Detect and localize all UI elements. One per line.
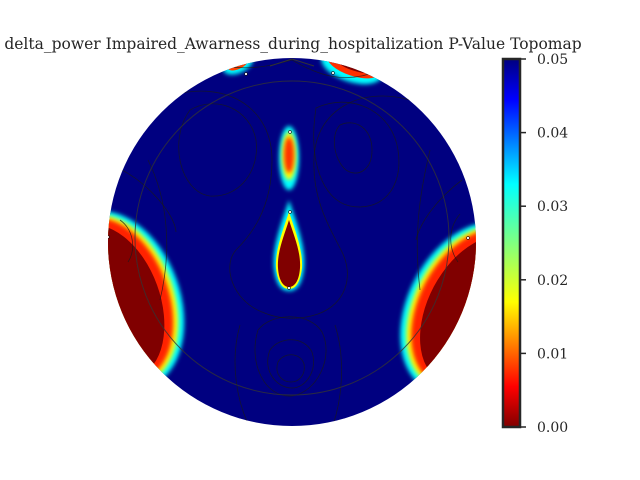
electrode-markers bbox=[108, 71, 470, 290]
reference-circle bbox=[134, 80, 450, 396]
colorbar-gradient bbox=[501, 57, 522, 429]
colorbar-tick-label: 0.03 bbox=[537, 199, 568, 215]
topomap-head bbox=[108, 58, 476, 426]
electrode-marker bbox=[287, 286, 291, 290]
chart-title: delta_power Impaired_Awarness_during_hos… bbox=[4, 35, 581, 53]
colorbar-tick-label: 0.00 bbox=[537, 420, 568, 436]
contour-lines bbox=[119, 59, 463, 426]
region-frontal-midline bbox=[279, 126, 299, 190]
electrode-marker bbox=[108, 235, 110, 239]
electrode-marker bbox=[244, 72, 248, 76]
colorbar-tick-label: 0.02 bbox=[537, 273, 568, 289]
electrode-marker bbox=[288, 130, 292, 134]
electrode-marker bbox=[466, 236, 470, 240]
colorbar-tick-label: 0.05 bbox=[537, 52, 568, 68]
colorbar: 0.00 0.01 0.02 0.03 0.04 0.05 bbox=[501, 52, 568, 436]
colorbar-tick-label: 0.01 bbox=[537, 346, 568, 362]
electrode-marker bbox=[288, 210, 292, 214]
head-nose bbox=[269, 58, 315, 67]
electrode-marker bbox=[331, 71, 335, 75]
colorbar-tick-label: 0.04 bbox=[537, 126, 568, 142]
region-central-midline bbox=[273, 200, 305, 291]
